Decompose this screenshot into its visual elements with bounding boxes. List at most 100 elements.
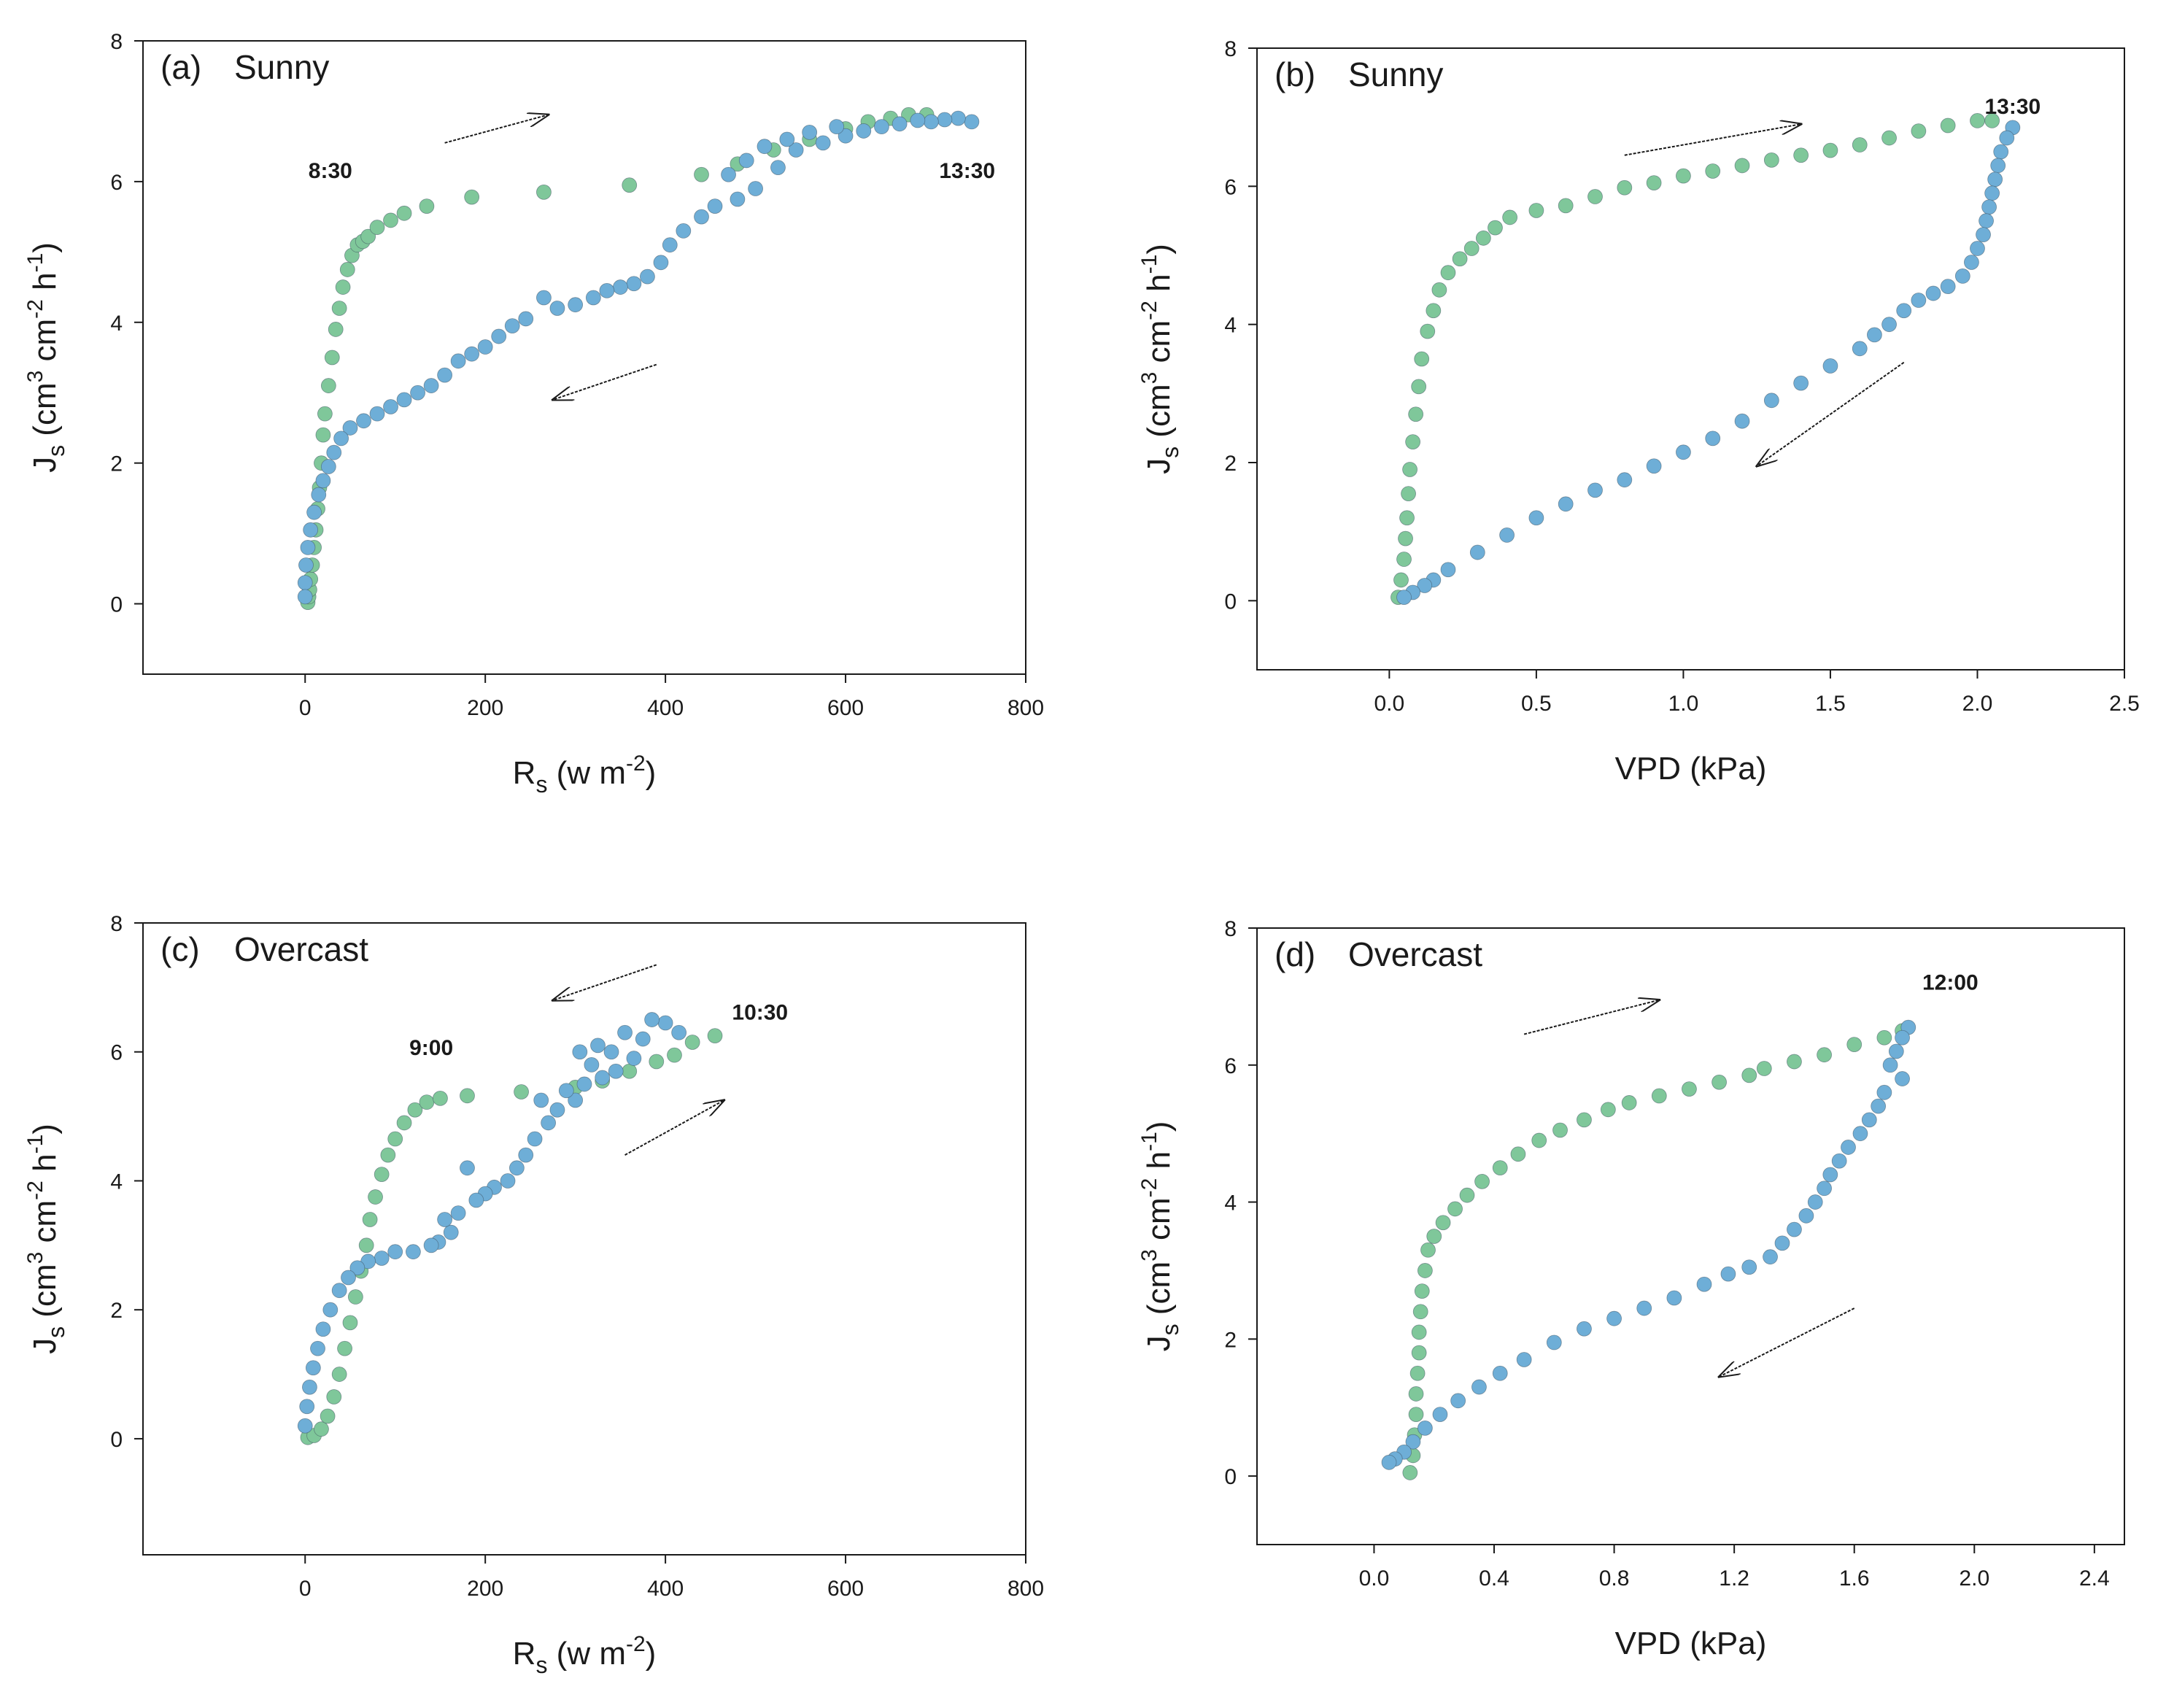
data-point bbox=[549, 301, 565, 316]
data-point bbox=[1411, 1324, 1427, 1340]
data-point bbox=[303, 522, 319, 538]
y-tick-label: 8 bbox=[1224, 917, 1237, 941]
data-point bbox=[1999, 130, 2015, 146]
y-axis-title: Js (cm3 cm-2 h-1) bbox=[1137, 1121, 1183, 1352]
data-point bbox=[322, 1302, 339, 1318]
y-tick-label: 2 bbox=[1224, 452, 1237, 476]
data-point bbox=[1705, 430, 1721, 447]
condition-label: Overcast bbox=[234, 930, 368, 968]
x-tick-label: 1.6 bbox=[1839, 1566, 1870, 1591]
arrow-backward bbox=[553, 964, 657, 1000]
data-point bbox=[1841, 1140, 1856, 1155]
data-point bbox=[1970, 241, 1985, 256]
data-point bbox=[1861, 1112, 1877, 1128]
arrow-forward bbox=[1624, 124, 1801, 156]
data-point bbox=[1646, 458, 1662, 474]
data-point bbox=[662, 237, 678, 253]
x-tick-label: 1.2 bbox=[1719, 1566, 1749, 1591]
time-label: 8:30 bbox=[309, 159, 352, 183]
data-point bbox=[1896, 303, 1912, 319]
data-point bbox=[297, 575, 313, 591]
data-point bbox=[349, 1260, 365, 1276]
data-point bbox=[311, 487, 327, 503]
data-point bbox=[514, 1084, 529, 1100]
data-point bbox=[326, 1389, 342, 1404]
data-point bbox=[1516, 1352, 1532, 1367]
data-point bbox=[450, 1205, 466, 1221]
data-point bbox=[617, 1024, 633, 1040]
data-point bbox=[1621, 1095, 1637, 1110]
data-point bbox=[1787, 1221, 1802, 1237]
data-point bbox=[331, 1283, 347, 1299]
data-point bbox=[1846, 1037, 1863, 1053]
data-point bbox=[1431, 282, 1447, 298]
y-tick-label: 6 bbox=[1224, 1054, 1237, 1078]
time-label: 10:30 bbox=[732, 1001, 788, 1025]
data-point bbox=[694, 209, 709, 225]
condition-label: Sunny bbox=[1348, 55, 1443, 93]
data-point bbox=[406, 1244, 421, 1260]
data-point bbox=[910, 112, 926, 128]
data-point bbox=[1492, 1365, 1508, 1381]
data-point bbox=[590, 1037, 606, 1054]
data-point bbox=[1888, 1043, 1904, 1059]
data-point bbox=[1895, 1071, 1910, 1086]
data-point bbox=[622, 1063, 638, 1079]
data-point bbox=[730, 191, 746, 207]
data-point bbox=[1396, 590, 1412, 605]
data-point bbox=[1636, 1300, 1652, 1316]
data-point bbox=[1396, 552, 1412, 567]
x-tick-label: 400 bbox=[647, 696, 684, 720]
data-point bbox=[460, 1088, 475, 1104]
data-point bbox=[383, 399, 398, 414]
arrow-forward bbox=[624, 1100, 724, 1156]
data-point bbox=[1876, 1084, 1892, 1100]
data-point bbox=[1432, 1407, 1448, 1423]
data-point bbox=[838, 128, 854, 144]
arrow-forward bbox=[1523, 1000, 1659, 1035]
x-tick-label: 1.5 bbox=[1815, 692, 1846, 716]
data-point bbox=[317, 406, 333, 422]
time-label: 12:00 bbox=[1922, 971, 1979, 995]
panel-d: 0.0 0.4 0.8 1.2 1.6 2.0 2.4 0 2 4 6 8 (d) Overcast VPD… bbox=[1137, 917, 2125, 1661]
data-point bbox=[315, 1321, 331, 1337]
data-point bbox=[320, 1408, 336, 1424]
data-point bbox=[347, 1289, 363, 1305]
data-point bbox=[368, 1189, 383, 1205]
data-point bbox=[1940, 117, 1956, 134]
data-point bbox=[1558, 198, 1574, 214]
y-tick-label: 4 bbox=[110, 312, 123, 336]
y-axis-title: Js (cm3 cm-2 h-1) bbox=[23, 1124, 69, 1354]
data-point bbox=[707, 1028, 723, 1044]
data-point bbox=[770, 160, 786, 176]
data-point bbox=[1420, 323, 1436, 339]
x-tick-label: 0.8 bbox=[1599, 1566, 1630, 1591]
plot-frame bbox=[142, 922, 1026, 1556]
x-tick-label: 0.4 bbox=[1479, 1566, 1509, 1591]
plot-frame bbox=[1256, 927, 2125, 1545]
data-point bbox=[1402, 462, 1417, 477]
data-point bbox=[950, 110, 966, 126]
data-point bbox=[640, 268, 655, 285]
x-tick-label: 800 bbox=[1007, 696, 1044, 720]
data-point bbox=[362, 1212, 378, 1227]
series-morning bbox=[300, 107, 935, 611]
data-point bbox=[1405, 1434, 1421, 1450]
data-point bbox=[1440, 562, 1456, 578]
data-point bbox=[595, 1070, 611, 1086]
data-point bbox=[1401, 486, 1416, 501]
data-point bbox=[1411, 379, 1427, 395]
data-point bbox=[337, 1340, 352, 1356]
data-point bbox=[1399, 510, 1415, 526]
data-point bbox=[1705, 163, 1721, 179]
data-point bbox=[314, 1421, 329, 1437]
x-axis-title: Rs (w m-2) bbox=[513, 1632, 657, 1678]
data-point bbox=[1471, 1379, 1487, 1395]
y-tick-label: 8 bbox=[1224, 37, 1237, 61]
data-point bbox=[626, 276, 642, 292]
data-point bbox=[1606, 1310, 1622, 1326]
data-point bbox=[1756, 1061, 1772, 1076]
data-point bbox=[326, 444, 342, 460]
data-point bbox=[757, 139, 773, 155]
data-point bbox=[383, 212, 398, 228]
